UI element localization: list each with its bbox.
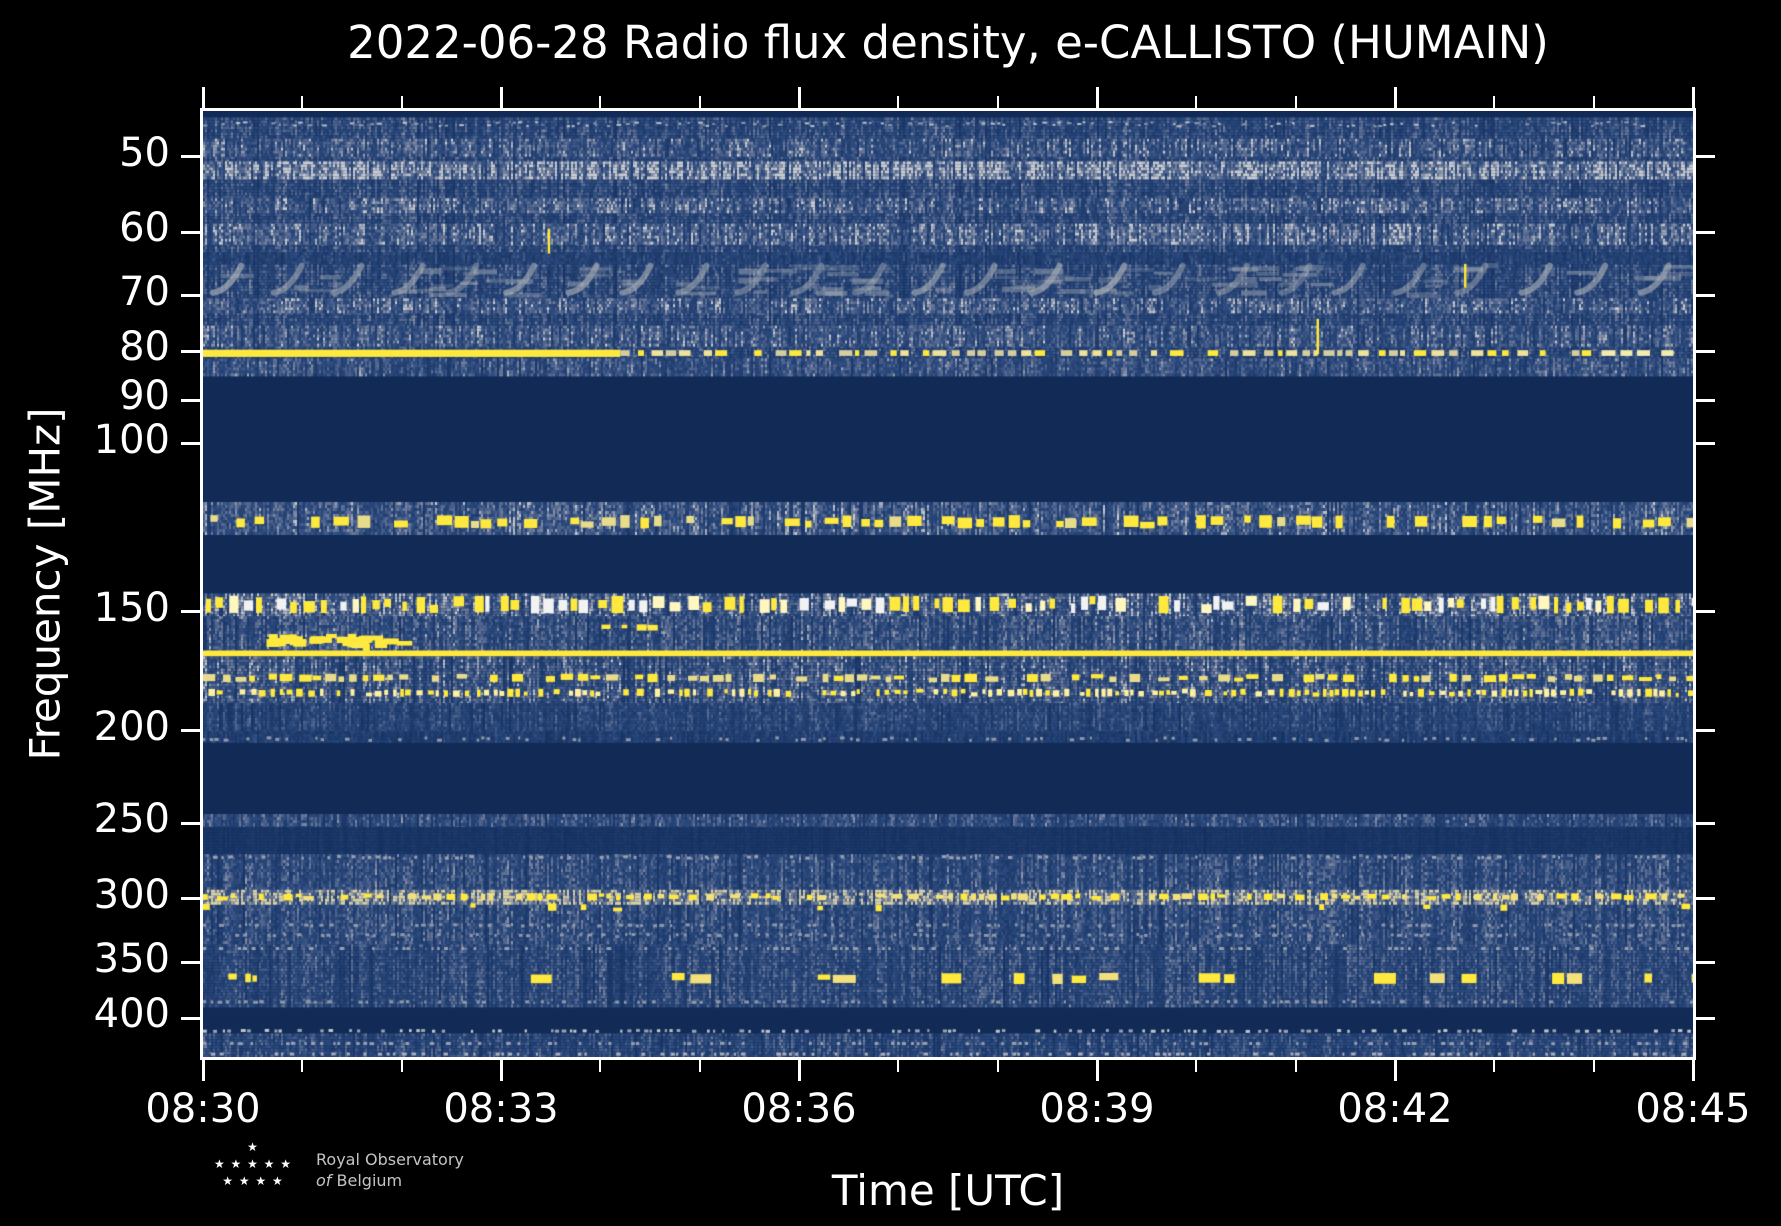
x-major-tick [499,1060,503,1081]
y-tick-label: 300 [93,871,170,918]
y-tick [1696,349,1715,353]
y-tick-label: 90 [119,373,170,420]
rob-logo-stars: ★ ★ ★ ★ ★ ★ ★ ★ ★ ★ [186,1139,320,1190]
logo-star-row: ★ ★ ★ ★ [222,1174,284,1188]
x-major-tick [1393,1060,1397,1081]
y-tick [181,294,200,298]
x-tick-label: 08:36 [741,1086,857,1132]
x-minor-tick [698,96,701,108]
y-tick [181,897,200,901]
plot-frame [200,108,1696,1060]
x-minor-tick [1493,1060,1496,1072]
y-tick [181,1016,200,1020]
x-minor-tick [1592,96,1595,108]
x-minor-tick [599,96,602,108]
y-tick [1696,1016,1715,1020]
y-tick-label: 350 [93,935,170,982]
rob-logo-text: Royal Observatory of Belgium [316,1149,464,1191]
x-major-tick [1393,87,1397,108]
y-tick [181,729,200,733]
y-tick [1696,961,1715,965]
y-tick [181,821,200,825]
y-tick [1696,610,1715,614]
logo-line1: Royal Observatory [316,1150,464,1169]
y-tick-label: 200 [93,703,170,750]
x-minor-tick [400,96,403,108]
logo-star-row: ★ ★ ★ ★ ★ [213,1157,293,1171]
y-tick [1696,398,1715,402]
x-minor-tick [1294,96,1297,108]
y-tick [181,610,200,614]
x-minor-tick [1294,1060,1297,1072]
x-minor-tick [301,1060,304,1072]
y-tick-label: 50 [119,129,170,176]
x-tick-label: 08:42 [1337,1086,1453,1132]
x-axis-label: Time [UTC] [831,1166,1065,1215]
x-minor-tick [996,1060,999,1072]
x-major-tick [1095,1060,1099,1081]
y-axis-label: Frequency [MHz] [20,407,70,761]
x-minor-tick [897,96,900,108]
y-tick [1696,729,1715,733]
x-major-tick [797,1060,801,1081]
x-tick-label: 08:39 [1039,1086,1155,1132]
y-tick-label: 150 [93,584,170,631]
x-major-tick [1691,87,1695,108]
x-minor-tick [698,1060,701,1072]
x-major-tick [1691,1060,1695,1081]
x-minor-tick [599,1060,602,1072]
chart-title: 2022-06-28 Radio flux density, e-CALLIST… [347,16,1549,69]
y-tick-label: 250 [93,796,170,843]
x-tick-label: 08:45 [1635,1086,1751,1132]
x-minor-tick [1592,1060,1595,1072]
y-tick [1696,821,1715,825]
x-tick-label: 08:33 [443,1086,559,1132]
y-tick [181,442,200,446]
x-minor-tick [996,96,999,108]
x-major-tick [1095,87,1099,108]
x-minor-tick [400,1060,403,1072]
y-tick [1696,442,1715,446]
x-minor-tick [1493,96,1496,108]
y-tick [1696,897,1715,901]
x-minor-tick [1195,96,1198,108]
x-major-tick [499,87,503,108]
y-tick-label: 100 [93,416,170,463]
y-tick [181,230,200,234]
y-tick [181,155,200,158]
x-major-tick [201,1060,205,1081]
y-tick [181,349,200,353]
y-tick [181,961,200,965]
x-major-tick [201,87,205,108]
y-tick [1696,155,1715,158]
x-minor-tick [897,1060,900,1072]
y-tick [1696,294,1715,298]
logo-star-row: ★ [247,1140,259,1154]
x-tick-label: 08:30 [145,1086,261,1132]
x-minor-tick [301,96,304,108]
y-tick [181,398,200,402]
y-tick-label: 70 [119,268,170,315]
x-major-tick [797,87,801,108]
y-tick-label: 60 [119,205,170,252]
spectrogram-canvas [203,111,1693,1057]
x-minor-tick [1195,1060,1198,1072]
logo-line2: of Belgium [316,1171,403,1190]
y-tick [1696,230,1715,234]
y-tick-label: 80 [119,324,170,371]
y-tick-label: 400 [93,991,170,1038]
